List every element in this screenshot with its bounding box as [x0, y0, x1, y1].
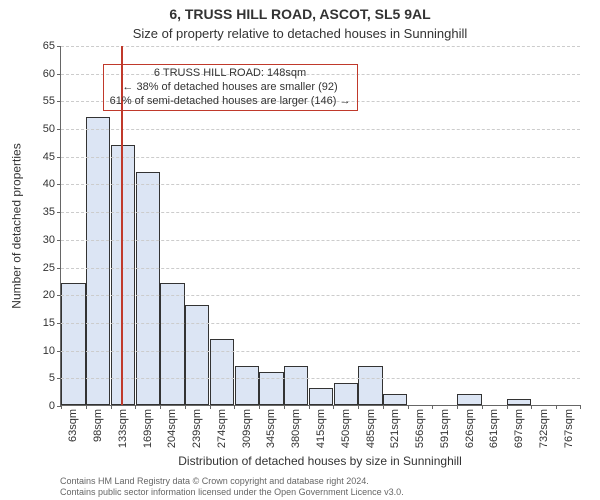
xtick-mark	[333, 405, 334, 409]
histogram-bar	[136, 172, 160, 405]
ytick-label: 45	[43, 151, 61, 163]
grid-line	[61, 157, 580, 158]
xtick-label: 63sqm	[67, 405, 79, 442]
annotation-line-1: 6 TRUSS HILL ROAD: 148sqm	[110, 67, 351, 81]
histogram-bar	[235, 366, 259, 405]
ytick-label: 0	[49, 400, 61, 412]
ytick-label: 20	[43, 289, 61, 301]
xtick-label: 239sqm	[191, 405, 203, 448]
xtick-mark	[259, 405, 260, 409]
xtick-mark	[457, 405, 458, 409]
xtick-label: 98sqm	[92, 405, 104, 442]
histogram-bar	[210, 339, 234, 405]
histogram-bar	[185, 305, 209, 405]
xtick-mark	[358, 405, 359, 409]
grid-line	[61, 295, 580, 296]
xtick-label: 415sqm	[315, 405, 327, 448]
chart-title-main: 6, TRUSS HILL ROAD, ASCOT, SL5 9AL	[0, 6, 600, 22]
ytick-label: 65	[43, 40, 61, 52]
footer-line-2: Contains public sector information licen…	[60, 487, 588, 498]
xtick-label: 274sqm	[216, 405, 228, 448]
xtick-mark	[61, 405, 62, 409]
grid-line	[61, 184, 580, 185]
histogram-bar	[160, 283, 184, 405]
xtick-label: 485sqm	[365, 405, 377, 448]
footer-line-1: Contains HM Land Registry data © Crown c…	[60, 476, 588, 487]
xtick-mark	[210, 405, 211, 409]
footer-attribution: Contains HM Land Registry data © Crown c…	[60, 476, 588, 498]
xtick-label: 521sqm	[389, 405, 401, 448]
xtick-mark	[234, 405, 235, 409]
xtick-mark	[580, 405, 581, 409]
xtick-label: 380sqm	[290, 405, 302, 448]
histogram-bar	[334, 383, 358, 405]
xtick-label: 133sqm	[117, 405, 129, 448]
histogram-bar	[86, 117, 110, 405]
histogram-bar	[61, 283, 85, 405]
xtick-mark	[507, 405, 508, 409]
xtick-label: 309sqm	[241, 405, 253, 448]
ytick-label: 10	[43, 345, 61, 357]
ytick-label: 5	[49, 372, 61, 384]
grid-line	[61, 323, 580, 324]
grid-line	[61, 240, 580, 241]
histogram-bar	[259, 372, 283, 405]
xtick-mark	[284, 405, 285, 409]
xtick-label: 556sqm	[414, 405, 426, 448]
ytick-label: 55	[43, 95, 61, 107]
annotation-line-2: ← 38% of detached houses are smaller (92…	[110, 81, 351, 95]
xtick-label: 204sqm	[166, 405, 178, 448]
xtick-label: 732sqm	[538, 405, 550, 448]
histogram-bar	[358, 366, 382, 405]
xtick-mark	[408, 405, 409, 409]
xtick-mark	[556, 405, 557, 409]
xtick-label: 591sqm	[439, 405, 451, 448]
xtick-mark	[185, 405, 186, 409]
grid-line	[61, 268, 580, 269]
ytick-label: 15	[43, 317, 61, 329]
xtick-label: 697sqm	[513, 405, 525, 448]
xtick-label: 169sqm	[142, 405, 154, 448]
y-axis-label: Number of detached properties	[10, 46, 24, 406]
ytick-label: 35	[43, 206, 61, 218]
ytick-label: 50	[43, 123, 61, 135]
x-axis-label: Distribution of detached houses by size …	[60, 454, 580, 468]
xtick-mark	[111, 405, 112, 409]
xtick-label: 626sqm	[464, 405, 476, 448]
grid-line	[61, 212, 580, 213]
xtick-mark	[383, 405, 384, 409]
annotation-box: 6 TRUSS HILL ROAD: 148sqm← 38% of detach…	[103, 64, 358, 111]
xtick-label: 450sqm	[340, 405, 352, 448]
y-axis-label-text: Number of detached properties	[10, 143, 24, 308]
annotation-line-3: 61% of semi-detached houses are larger (…	[110, 95, 351, 109]
histogram-bar	[457, 394, 481, 405]
histogram-bar	[383, 394, 407, 405]
chart-title-sub: Size of property relative to detached ho…	[0, 26, 600, 41]
xtick-mark	[482, 405, 483, 409]
xtick-mark	[160, 405, 161, 409]
xtick-mark	[135, 405, 136, 409]
xtick-mark	[432, 405, 433, 409]
xtick-mark	[86, 405, 87, 409]
ytick-label: 30	[43, 234, 61, 246]
grid-line	[61, 129, 580, 130]
ytick-label: 60	[43, 68, 61, 80]
xtick-mark	[309, 405, 310, 409]
ytick-label: 25	[43, 262, 61, 274]
chart-container: { "title_main": "6, TRUSS HILL ROAD, ASC…	[0, 0, 600, 500]
histogram-bar	[284, 366, 308, 405]
xtick-label: 661sqm	[488, 405, 500, 448]
histogram-bar	[309, 388, 333, 405]
grid-line	[61, 351, 580, 352]
xtick-label: 345sqm	[265, 405, 277, 448]
xtick-mark	[531, 405, 532, 409]
ytick-label: 40	[43, 178, 61, 190]
plot-area: 0510152025303540455055606563sqm98sqm133s…	[60, 46, 580, 406]
xtick-label: 767sqm	[563, 405, 575, 448]
grid-line	[61, 378, 580, 379]
grid-line	[61, 46, 580, 47]
